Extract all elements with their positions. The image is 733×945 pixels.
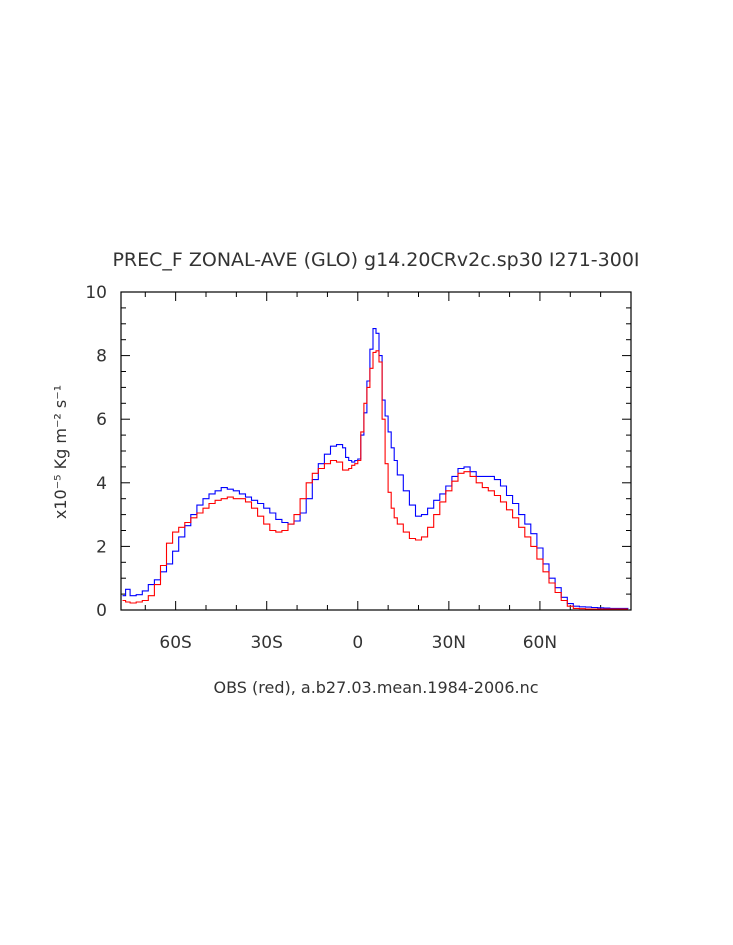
y-tick-label: 8 <box>96 347 107 367</box>
x-tick-label: 0 <box>352 633 363 653</box>
y-tick-label: 4 <box>96 474 107 494</box>
x-tick-labels: 60S 30S 0 30N 60N <box>159 633 557 653</box>
x-tick-label: 60N <box>523 633 557 653</box>
y-tick-label: 0 <box>96 601 107 621</box>
y-axis-label: x10⁻⁵ Kg m⁻² s⁻¹ <box>51 385 70 519</box>
chart-title: PREC_F ZONAL-AVE (GLO) g14.20CRv2c.sp30 … <box>112 249 639 271</box>
series-line-obs <box>122 350 628 610</box>
y-tick-label: 6 <box>96 410 107 430</box>
y-tick-labels: 0 2 4 6 8 10 <box>85 283 107 621</box>
series-lines <box>122 328 629 610</box>
x-tick-label: 60S <box>159 633 191 653</box>
x-axis-label: OBS (red), a.b27.03.mean.1984-2006.nc <box>213 678 538 697</box>
plot-frame <box>120 291 632 611</box>
x-tick-label: 30S <box>250 633 282 653</box>
tick-marks <box>121 291 632 611</box>
y-tick-label: 2 <box>96 537 107 557</box>
y-tick-label: 10 <box>85 283 107 303</box>
series-line-g14-20crv2c-sp30 <box>122 328 629 609</box>
x-tick-label: 30N <box>432 633 466 653</box>
